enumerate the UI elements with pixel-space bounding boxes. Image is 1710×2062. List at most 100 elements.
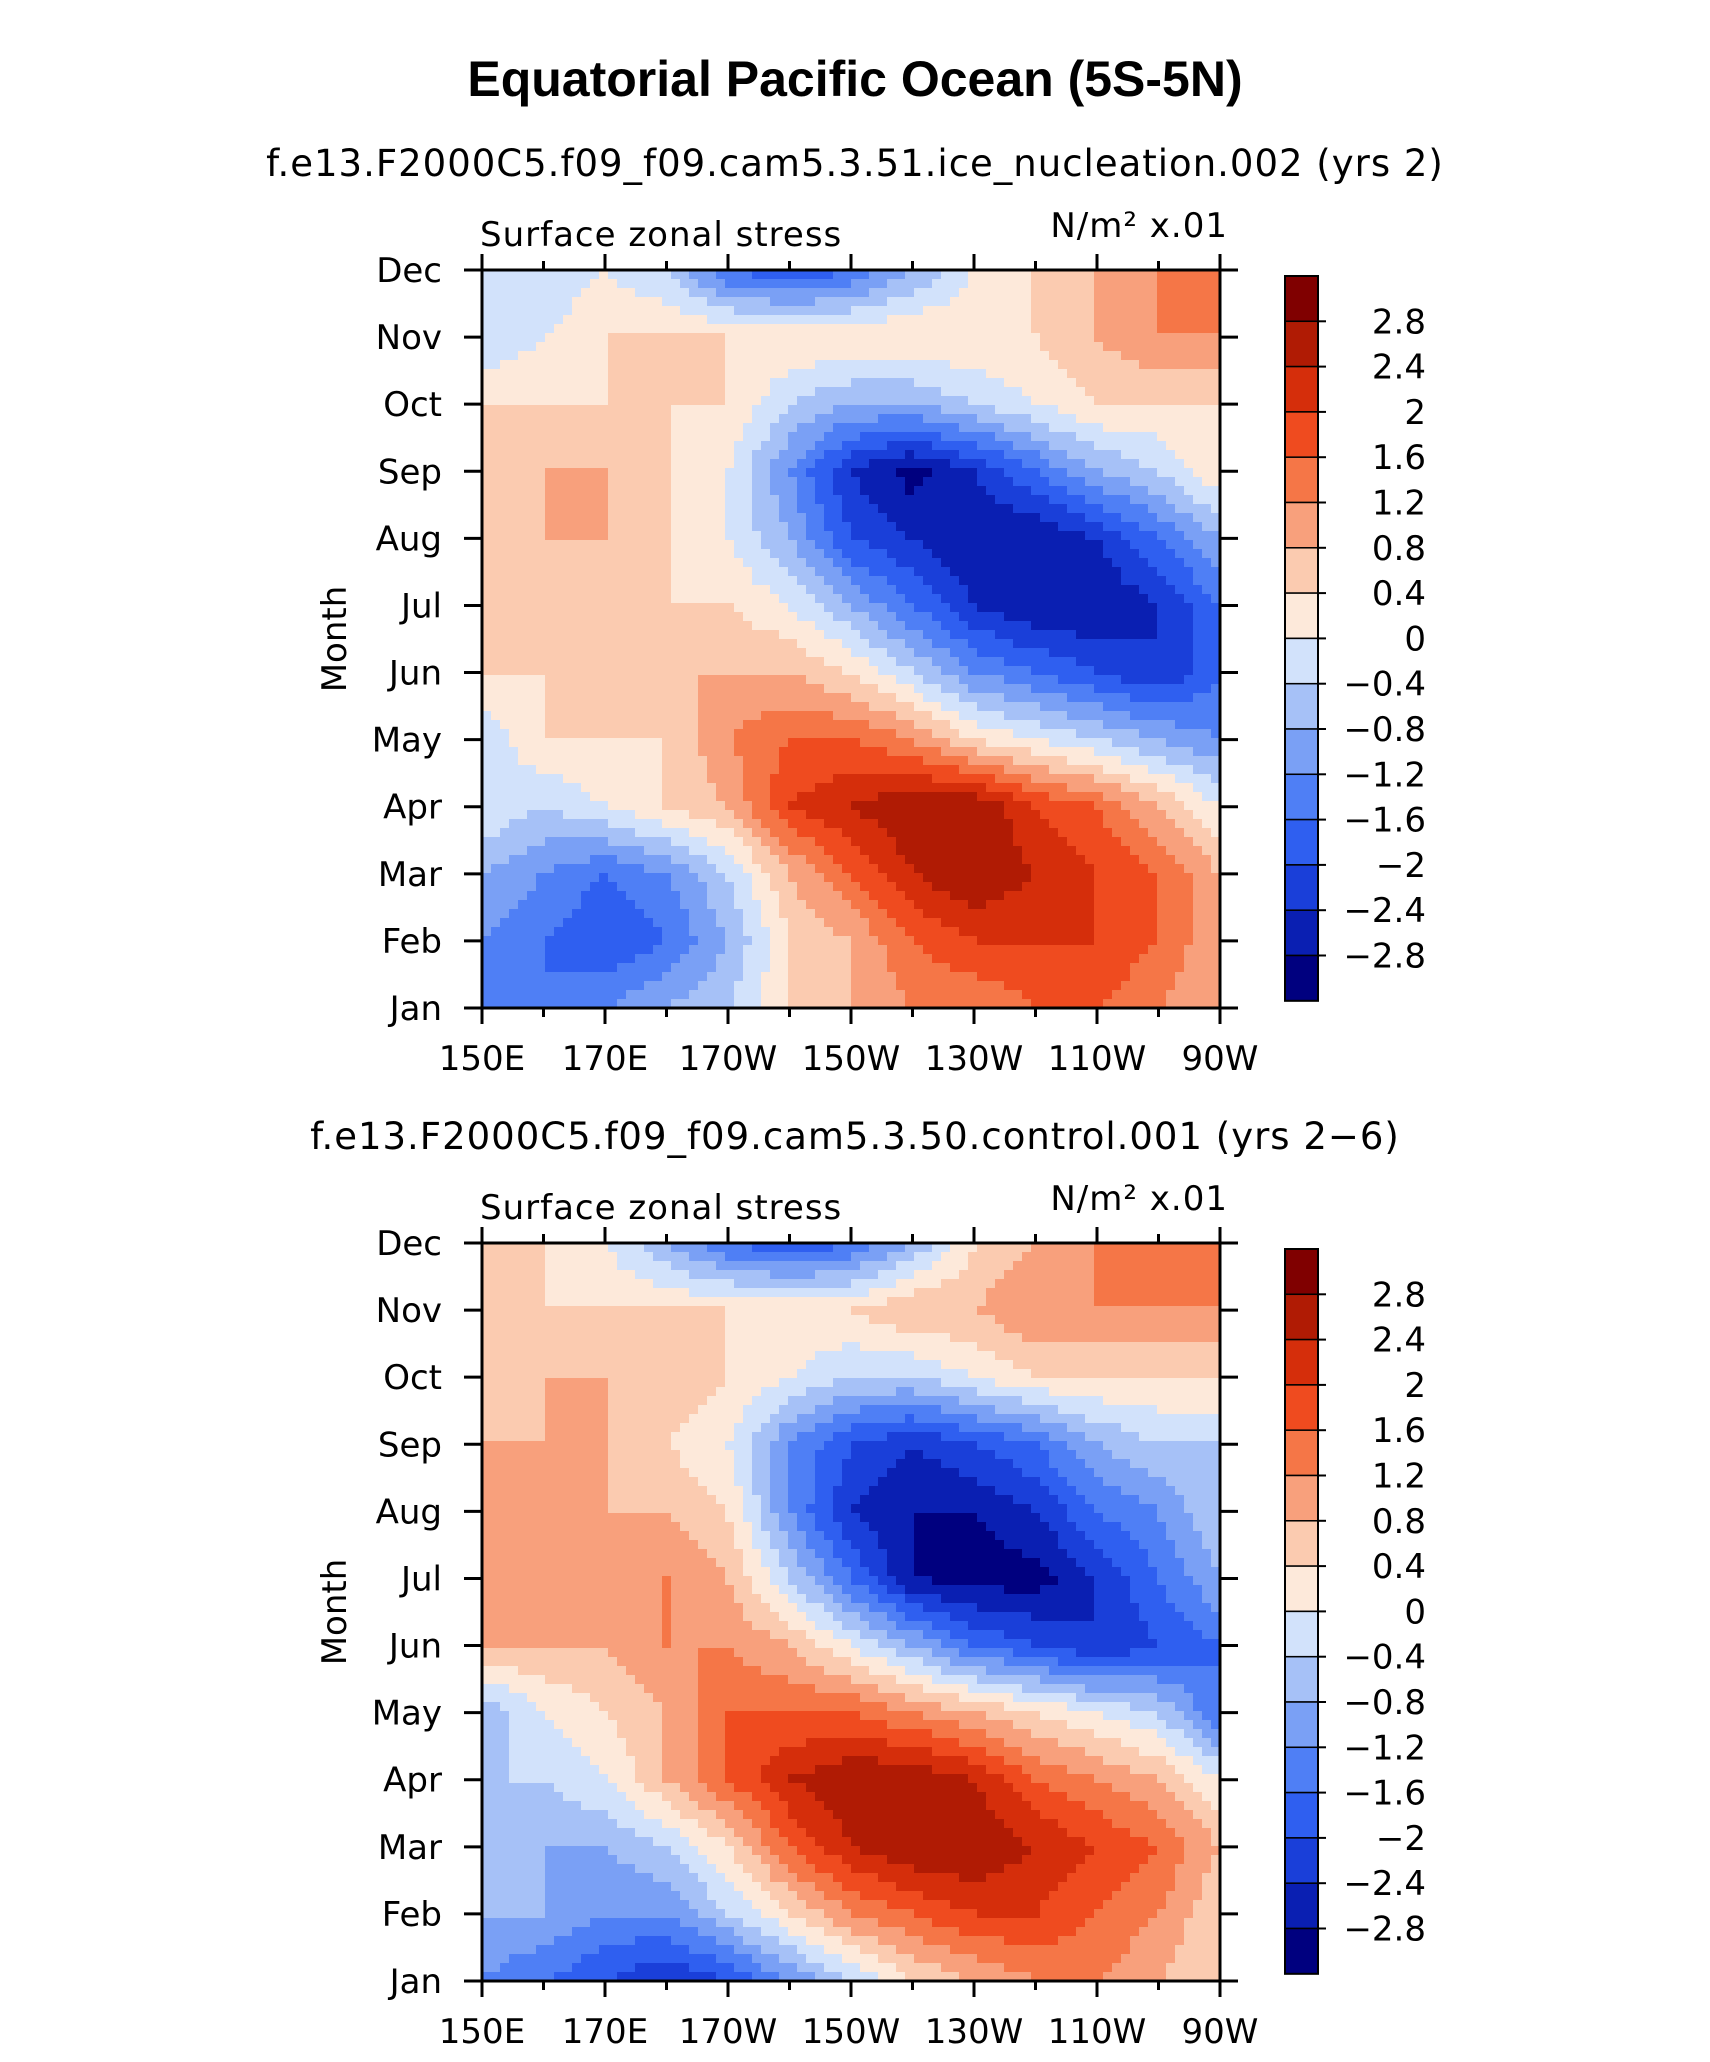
heatmap-cell bbox=[716, 468, 726, 478]
heatmap-cell bbox=[1058, 657, 1068, 667]
heatmap-cell bbox=[1085, 333, 1095, 343]
heatmap-cell bbox=[788, 630, 798, 640]
heatmap-cell bbox=[518, 387, 528, 397]
heatmap-cell bbox=[545, 279, 555, 289]
heatmap-cell bbox=[950, 585, 960, 595]
heatmap-cell bbox=[959, 774, 969, 784]
heatmap-cell bbox=[653, 774, 663, 784]
heatmap-cell bbox=[563, 747, 573, 757]
heatmap-cell bbox=[779, 675, 789, 685]
heatmap-cell bbox=[779, 603, 789, 613]
heatmap-cell bbox=[1085, 603, 1095, 613]
heatmap-cell bbox=[779, 306, 789, 316]
heatmap-cell bbox=[1193, 477, 1203, 487]
heatmap-cell bbox=[1013, 621, 1023, 631]
heatmap-cell bbox=[545, 738, 555, 748]
heatmap-cell bbox=[599, 342, 609, 352]
heatmap-cell bbox=[788, 747, 798, 757]
heatmap-cell bbox=[824, 450, 834, 460]
heatmap-cell bbox=[725, 630, 735, 640]
heatmap-cell bbox=[563, 558, 573, 568]
heatmap-cell bbox=[869, 621, 879, 631]
heatmap-cell bbox=[1166, 765, 1176, 775]
heatmap-cell bbox=[923, 738, 933, 748]
heatmap-cell bbox=[716, 621, 726, 631]
heatmap-cell bbox=[689, 576, 699, 586]
heatmap-cell bbox=[491, 810, 501, 820]
heatmap-cell bbox=[590, 279, 600, 289]
heatmap-cell bbox=[545, 585, 555, 595]
heatmap-cell bbox=[1148, 315, 1158, 325]
heatmap-cell bbox=[1139, 702, 1149, 712]
heatmap-cell bbox=[1202, 297, 1212, 307]
heatmap-cell bbox=[635, 738, 645, 748]
heatmap-cell bbox=[869, 612, 879, 622]
heatmap-cell bbox=[842, 594, 852, 604]
heatmap-cell bbox=[563, 324, 573, 334]
heatmap-cell bbox=[923, 351, 933, 361]
heatmap-cell bbox=[932, 567, 942, 577]
heatmap-cell bbox=[725, 333, 735, 343]
heatmap-cell bbox=[896, 720, 906, 730]
heatmap-cell bbox=[887, 369, 897, 379]
heatmap-cell bbox=[554, 594, 564, 604]
heatmap-cell bbox=[1139, 306, 1149, 316]
heatmap-cell bbox=[1193, 378, 1203, 388]
heatmap-cell bbox=[518, 612, 528, 622]
heatmap-cell bbox=[491, 711, 501, 721]
heatmap-cell bbox=[1040, 612, 1050, 622]
heatmap-cell bbox=[1013, 468, 1023, 478]
heatmap-cell bbox=[734, 450, 744, 460]
heatmap-cell bbox=[869, 693, 879, 703]
heatmap-cell bbox=[671, 639, 681, 649]
heatmap-cell bbox=[1040, 369, 1050, 379]
heatmap-cell bbox=[761, 675, 771, 685]
heatmap-cell bbox=[932, 594, 942, 604]
heatmap-cell bbox=[896, 342, 906, 352]
heatmap-cell bbox=[959, 792, 969, 802]
heatmap-cell bbox=[482, 630, 492, 640]
heatmap-cell bbox=[878, 441, 888, 451]
heatmap-cell bbox=[1076, 324, 1086, 334]
heatmap-cell bbox=[815, 351, 825, 361]
heatmap-cell bbox=[1193, 711, 1203, 721]
heatmap-cell bbox=[500, 702, 510, 712]
heatmap-cell bbox=[878, 297, 888, 307]
heatmap-cell bbox=[806, 621, 816, 631]
heatmap-cell bbox=[932, 405, 942, 415]
heatmap-cell bbox=[1202, 405, 1212, 415]
heatmap-cell bbox=[725, 297, 735, 307]
heatmap-cell bbox=[1157, 288, 1167, 298]
heatmap-cell bbox=[968, 783, 978, 793]
heatmap-cell bbox=[644, 684, 654, 694]
heatmap-cell bbox=[734, 405, 744, 415]
heatmap-cell bbox=[608, 630, 618, 640]
heatmap-cell bbox=[644, 360, 654, 370]
heatmap-cell bbox=[1130, 747, 1140, 757]
heatmap-cell bbox=[680, 342, 690, 352]
heatmap-cell bbox=[707, 360, 717, 370]
heatmap-cell bbox=[1067, 351, 1077, 361]
heatmap-cell bbox=[1022, 306, 1032, 316]
heatmap-cell bbox=[779, 594, 789, 604]
heatmap-cell bbox=[1112, 783, 1122, 793]
heatmap-cell bbox=[689, 747, 699, 757]
heatmap-cell bbox=[536, 513, 546, 523]
heatmap-cell bbox=[1085, 459, 1095, 469]
heatmap-cell bbox=[1058, 486, 1068, 496]
heatmap-cell bbox=[1130, 297, 1140, 307]
heatmap-cell bbox=[815, 621, 825, 631]
heatmap-cell bbox=[617, 333, 627, 343]
heatmap-cell bbox=[1121, 432, 1131, 442]
heatmap-cell bbox=[653, 459, 663, 469]
heatmap-cell bbox=[869, 459, 879, 469]
heatmap-cell bbox=[581, 747, 591, 757]
heatmap-cell bbox=[644, 450, 654, 460]
heatmap-cell bbox=[788, 279, 798, 289]
heatmap-cell bbox=[572, 603, 582, 613]
heatmap-cell bbox=[806, 675, 816, 685]
heatmap-cell bbox=[518, 288, 528, 298]
heatmap-cell bbox=[950, 459, 960, 469]
heatmap-cell bbox=[500, 333, 510, 343]
heatmap-cell bbox=[635, 675, 645, 685]
